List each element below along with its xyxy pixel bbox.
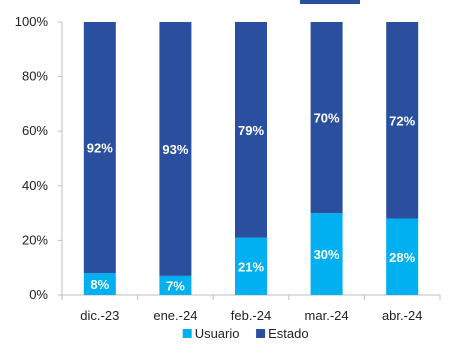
y-tick-label: 100% [15, 14, 49, 29]
data-label-usuario: 28% [389, 250, 415, 265]
bar-segment-usuario [159, 275, 192, 295]
x-tick-label: dic.-23 [80, 308, 119, 323]
bar-segment-estado [83, 22, 116, 274]
data-label-usuario: 21% [238, 259, 264, 274]
bar-segment-estado [310, 22, 343, 214]
data-label-estado: 72% [389, 113, 415, 128]
data-label-usuario: 30% [314, 247, 340, 262]
bar-segment-usuario [235, 237, 267, 295]
y-tick-label: 80% [22, 69, 48, 84]
legend-label-usuario: Usuario [195, 326, 240, 341]
bars [83, 22, 419, 295]
y-tick-label: 0% [29, 287, 48, 302]
x-tick-label: feb.-24 [231, 308, 271, 323]
data-label-estado: 79% [238, 123, 264, 138]
legend-swatch-usuario [182, 329, 192, 338]
x-tick-label: mar.-24 [305, 308, 349, 323]
data-label-usuario: 7% [166, 278, 185, 293]
data-label-estado: 92% [87, 141, 113, 156]
bar-segment-usuario [310, 213, 343, 295]
x-axis: dic.-23 ene.-24 feb.-24 mar.-24 abr.-24 [61, 294, 441, 323]
legend: Usuario Estado [182, 326, 309, 341]
x-tick-label: ene.-24 [153, 308, 197, 323]
legend-label-estado: Estado [268, 326, 308, 341]
x-tick-label: abr.-24 [382, 308, 422, 323]
bar-segment-estado [235, 22, 267, 238]
bar-segment-estado [159, 22, 192, 276]
bar-segment-estado [386, 22, 419, 219]
y-tick-label: 20% [22, 232, 48, 247]
data-label-usuario: 8% [90, 277, 109, 292]
data-labels: 8% 92% 7% 93% 21% 79% 30% 70% 28% 72% [87, 111, 416, 294]
bar-segment-usuario [386, 218, 419, 295]
data-label-estado: 93% [162, 142, 188, 157]
chart-title-residue [300, 0, 360, 4]
y-tick-label: 60% [22, 123, 48, 138]
legend-swatch-estado [256, 329, 266, 338]
y-axis: 0% 20% 40% 60% 80% 100% [15, 14, 63, 302]
data-label-estado: 70% [314, 111, 340, 126]
y-tick-label: 40% [22, 178, 48, 193]
bar-segment-usuario [83, 273, 116, 295]
